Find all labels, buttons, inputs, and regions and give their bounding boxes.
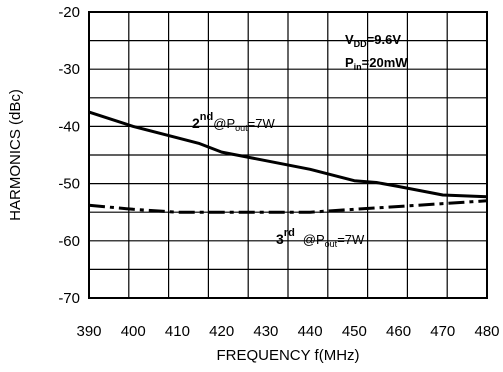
x-tick-label: 450 bbox=[342, 323, 367, 340]
x-tick-label: 480 bbox=[474, 323, 499, 340]
x-tick-label: 470 bbox=[430, 323, 455, 340]
x-axis-label: FREQUENCY f(MHz) bbox=[216, 347, 359, 364]
series-line-3rd-harmonic bbox=[88, 199, 488, 214]
x-tick-label: 400 bbox=[121, 323, 146, 340]
y-tick-label: -70 bbox=[58, 290, 80, 307]
series-line-2nd-harmonic bbox=[88, 110, 488, 199]
annotation-3rd: 3rd @Pout=7W bbox=[276, 227, 365, 249]
x-tick-label: 420 bbox=[209, 323, 234, 340]
y-tick-label: -50 bbox=[58, 176, 80, 193]
x-tick-label: 460 bbox=[386, 323, 411, 340]
y-tick-label: -40 bbox=[58, 118, 80, 135]
y-tick-label: -30 bbox=[58, 61, 80, 78]
y-tick-label: -60 bbox=[58, 233, 80, 250]
x-tick-label: 410 bbox=[165, 323, 190, 340]
plot-frame bbox=[88, 11, 488, 299]
x-tick-label: 440 bbox=[298, 323, 323, 340]
series-layer bbox=[88, 110, 488, 214]
grid bbox=[89, 12, 487, 298]
condition-vdd: VDD=9.6V bbox=[345, 32, 401, 49]
x-tick-label: 430 bbox=[253, 323, 278, 340]
y-tick-label: -20 bbox=[58, 4, 80, 21]
tick-labels: 390 400 410 420 430 440 450 460 470 480 -20 -30 -40 -… bbox=[58, 4, 499, 340]
y-axis-label: HARMONICS (dBc) bbox=[7, 89, 24, 221]
x-tick-label: 390 bbox=[76, 323, 101, 340]
condition-pin: Pin=20mW bbox=[345, 55, 408, 72]
annotation-2nd: 2nd@Pout=7W bbox=[192, 111, 275, 133]
